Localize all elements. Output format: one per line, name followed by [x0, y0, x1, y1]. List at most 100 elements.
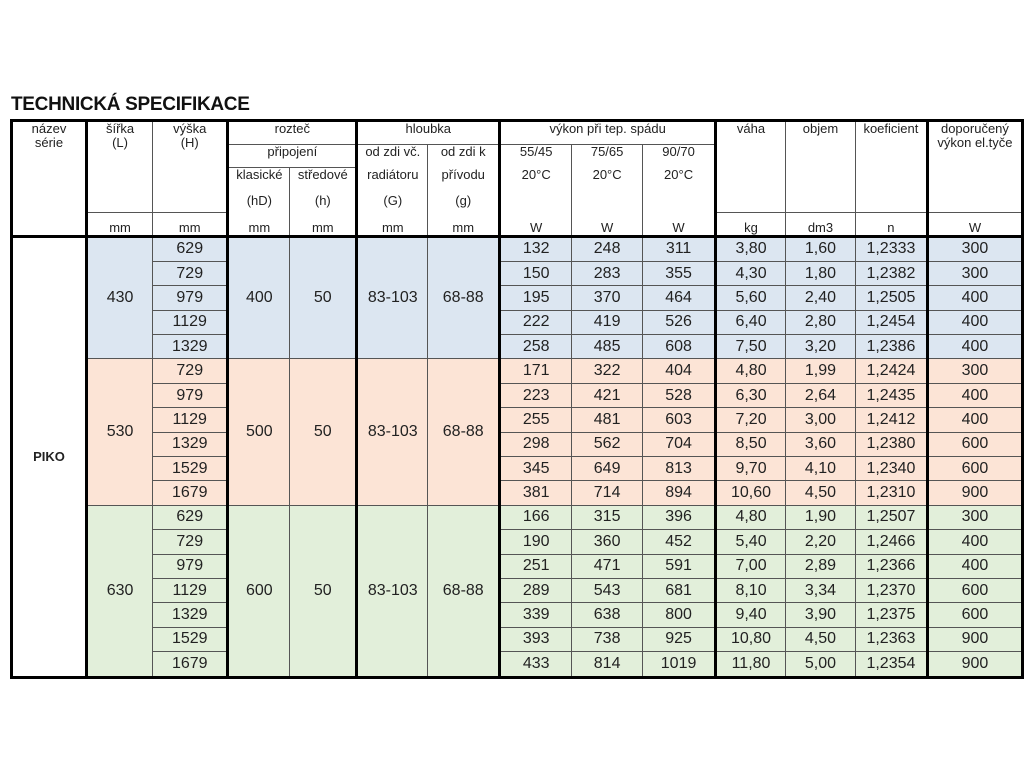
header-vaha: váha — [714, 120, 786, 213]
vykon-90-70-cell: 396 — [642, 504, 717, 531]
header-pripojeni: připojení — [226, 144, 358, 168]
hloubka-G-cell: 83-103 — [355, 235, 429, 360]
koeficient-cell: 1,2505 — [854, 285, 928, 311]
vyska-cell: 1129 — [152, 407, 229, 433]
header-g: (g) — [427, 190, 501, 212]
objem-cell: 2,80 — [785, 309, 856, 336]
vyska-cell: 629 — [152, 504, 229, 531]
objem-cell: 1,90 — [785, 504, 856, 531]
vykon-90-70-cell: 925 — [642, 626, 717, 653]
doporuceny-vykon-cell: 400 — [925, 285, 1024, 311]
vykon-90-70-cell: 800 — [642, 602, 717, 628]
table-row: 1679 433 814 1019 11,80 5,00 1,2354 900 — [12, 651, 1024, 678]
vyska-cell: 1679 — [152, 480, 229, 506]
vykon-55-45-cell: 433 — [498, 651, 573, 678]
unit-cell: W — [498, 212, 573, 238]
header-t1: 55/45 — [498, 144, 573, 168]
table-row: 1129 255 481 603 7,20 3,00 1,2412 400 — [12, 407, 1024, 433]
doporuceny-vykon-cell: 600 — [925, 602, 1024, 628]
koeficient-cell: 1,2380 — [854, 431, 928, 458]
vykon-55-45-cell: 223 — [498, 382, 573, 409]
header-nazev: název série — [11, 120, 87, 238]
koeficient-cell: 1,2333 — [854, 235, 928, 262]
koeficient-cell: 1,2466 — [854, 529, 928, 555]
vaha-cell: 9,40 — [714, 602, 786, 628]
vykon-90-70-cell: 404 — [642, 358, 717, 384]
vykon-75-65-cell: 562 — [571, 431, 644, 458]
doporuceny-vykon-cell: 300 — [925, 260, 1024, 287]
header-h: (h) — [289, 190, 358, 212]
table-row: 1329 298 562 704 8,50 3,60 1,2380 600 — [12, 431, 1024, 458]
vykon-75-65-cell: 814 — [571, 651, 644, 678]
vykon-55-45-cell: 251 — [498, 553, 573, 579]
vaha-cell: 5,40 — [714, 529, 786, 555]
vaha-cell: 5,60 — [714, 285, 786, 311]
objem-cell: 3,60 — [785, 431, 856, 458]
unit-cell: mm — [355, 212, 429, 238]
vaha-cell: 7,00 — [714, 553, 786, 579]
doporuceny-vykon-cell: 900 — [925, 480, 1024, 506]
header-vykon: výkon při tep. spádu — [498, 120, 717, 145]
vykon-90-70-cell: 452 — [642, 529, 717, 555]
vyska-cell: 629 — [152, 235, 229, 262]
table-row: 1329 339 638 800 9,40 3,90 1,2375 600 — [12, 602, 1024, 628]
doporuceny-vykon-cell: 600 — [925, 456, 1024, 482]
objem-cell: 5,00 — [785, 651, 856, 678]
objem-cell: 1,60 — [785, 235, 856, 262]
objem-cell: 4,10 — [785, 456, 856, 482]
vykon-75-65-cell: 421 — [571, 382, 644, 409]
vyska-cell: 979 — [152, 285, 229, 311]
koeficient-cell: 1,2412 — [854, 407, 928, 433]
header-hd: (hD) — [226, 190, 291, 212]
vaha-cell: 4,80 — [714, 504, 786, 531]
vykon-90-70-cell: 591 — [642, 553, 717, 579]
vykon-75-65-cell: 714 — [571, 480, 644, 506]
vykon-55-45-cell: 289 — [498, 577, 573, 604]
vykon-55-45-cell: 381 — [498, 480, 573, 506]
hloubka-g-cell: 68-88 — [427, 504, 501, 678]
vykon-55-45-cell: 150 — [498, 260, 573, 287]
objem-cell: 3,90 — [785, 602, 856, 628]
vykon-90-70-cell: 1019 — [642, 651, 717, 678]
vykon-90-70-cell: 704 — [642, 431, 717, 458]
vyska-cell: 729 — [152, 529, 229, 555]
doporuceny-vykon-cell: 600 — [925, 431, 1024, 458]
objem-cell: 4,50 — [785, 626, 856, 653]
objem-cell: 3,00 — [785, 407, 856, 433]
vykon-55-45-cell: 132 — [498, 235, 573, 262]
doporuceny-vykon-cell: 400 — [925, 529, 1024, 555]
koeficient-cell: 1,2507 — [854, 504, 928, 531]
unit-cell: mm — [152, 212, 229, 238]
header-c2: 20°C — [571, 167, 644, 190]
unit-cell: mm — [226, 212, 291, 238]
series-name-cell: PIKO — [11, 235, 87, 678]
stredove-roztec-cell: 50 — [289, 504, 358, 678]
klasicke-roztec-cell: 500 — [226, 358, 291, 506]
header-doporuceny: doporučený výkon el.tyče — [925, 120, 1024, 213]
vyska-cell: 979 — [152, 382, 229, 409]
header-vyska: výška (H) — [152, 120, 229, 213]
hloubka-g-cell: 68-88 — [427, 358, 501, 506]
vykon-90-70-cell: 894 — [642, 480, 717, 506]
vykon-90-70-cell: 681 — [642, 577, 717, 604]
koeficient-cell: 1,2435 — [854, 382, 928, 409]
unit-cell: mm — [289, 212, 358, 238]
vykon-75-65-cell: 481 — [571, 407, 644, 433]
vyska-cell: 729 — [152, 260, 229, 287]
vykon-75-65-cell: 543 — [571, 577, 644, 604]
klasicke-roztec-cell: 400 — [226, 235, 291, 360]
table-row: 729 150 283 355 4,30 1,80 1,2382 300 — [12, 260, 1024, 287]
table-row: 630 629 600 50 83-103 68-88 166 315 396 4,80 1,90 1… — [12, 504, 1024, 678]
vykon-90-70-cell: 464 — [642, 285, 717, 311]
vykon-75-65-cell: 370 — [571, 285, 644, 311]
vaha-cell: 7,50 — [714, 334, 786, 360]
doporuceny-vykon-cell: 400 — [925, 309, 1024, 336]
header-klasicke: klasické — [226, 167, 291, 190]
koeficient-cell: 1,2366 — [854, 553, 928, 579]
objem-cell: 3,20 — [785, 334, 856, 360]
objem-cell: 2,64 — [785, 382, 856, 409]
table-row: 530 729 500 50 83-103 68-88 171 322 404 4,80 1,99 1… — [12, 358, 1024, 506]
objem-cell: 3,34 — [785, 577, 856, 604]
vykon-55-45-cell: 393 — [498, 626, 573, 653]
hloubka-G-cell: 83-103 — [355, 504, 429, 678]
